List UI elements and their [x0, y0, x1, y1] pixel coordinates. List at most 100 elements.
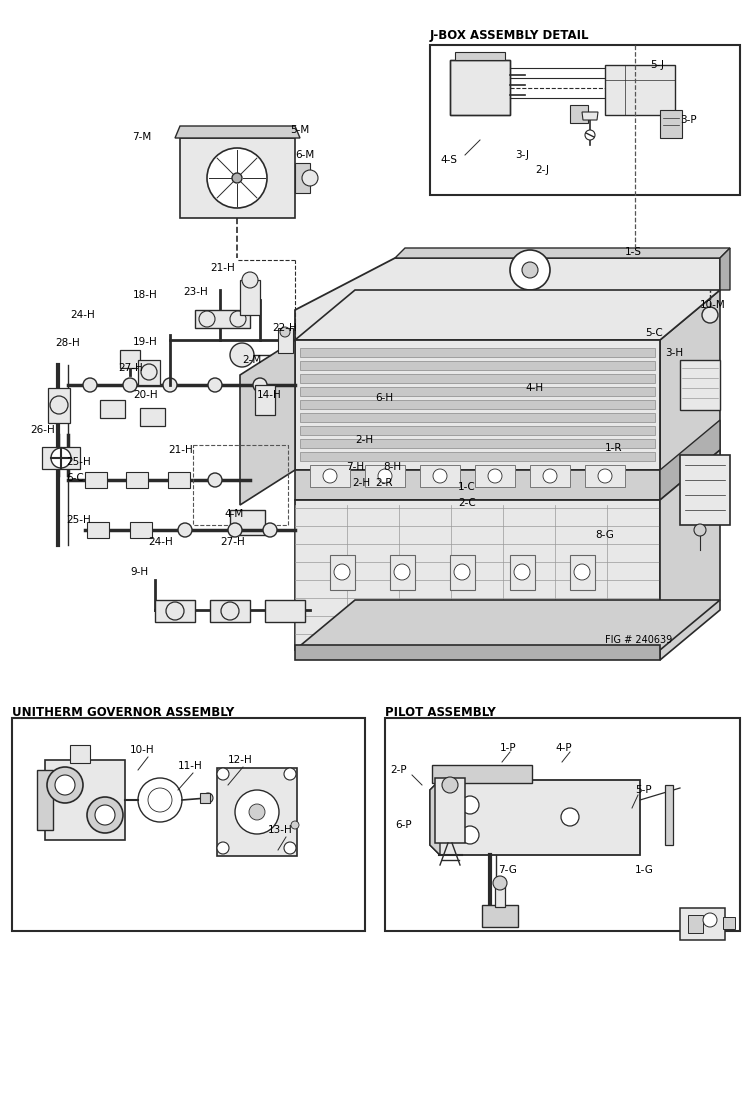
Circle shape — [47, 767, 83, 803]
Circle shape — [171, 473, 185, 487]
Bar — [495, 883, 505, 908]
Circle shape — [291, 821, 299, 829]
Bar — [295, 645, 660, 660]
Text: 5-J: 5-J — [650, 60, 664, 70]
Circle shape — [199, 311, 215, 327]
Circle shape — [263, 522, 277, 537]
Text: 23-H: 23-H — [183, 287, 208, 297]
Text: 2-H: 2-H — [355, 434, 373, 446]
Circle shape — [488, 469, 502, 483]
Circle shape — [88, 473, 102, 487]
Bar — [168, 472, 190, 488]
Circle shape — [493, 876, 507, 890]
Bar — [660, 110, 682, 138]
Circle shape — [217, 768, 229, 780]
Circle shape — [378, 469, 392, 483]
Bar — [570, 556, 595, 590]
Text: 12-H: 12-H — [228, 755, 253, 764]
Bar — [385, 718, 740, 931]
Text: 27-H: 27-H — [220, 537, 244, 547]
Text: 21-H: 21-H — [210, 263, 235, 273]
Bar — [300, 348, 655, 358]
Circle shape — [442, 777, 458, 793]
Bar — [680, 360, 720, 410]
Text: 2-H: 2-H — [352, 478, 370, 488]
Circle shape — [208, 473, 222, 487]
Text: 18-H: 18-H — [133, 290, 158, 300]
Text: 5-P: 5-P — [635, 785, 652, 795]
Text: 7-G: 7-G — [498, 865, 517, 874]
Bar — [300, 361, 655, 370]
Bar — [450, 60, 510, 116]
Circle shape — [280, 327, 290, 337]
Circle shape — [454, 564, 470, 580]
Polygon shape — [175, 126, 300, 138]
Circle shape — [433, 469, 447, 483]
Circle shape — [561, 808, 579, 826]
Bar — [475, 465, 515, 487]
Circle shape — [141, 364, 157, 380]
Circle shape — [235, 790, 279, 834]
Bar — [278, 328, 293, 353]
Polygon shape — [295, 258, 720, 340]
Text: 3-P: 3-P — [680, 116, 696, 125]
Bar — [37, 770, 53, 830]
Bar — [300, 400, 655, 409]
Text: 8-H: 8-H — [383, 462, 401, 472]
Polygon shape — [295, 600, 720, 650]
Bar — [680, 908, 725, 940]
Wedge shape — [475, 905, 525, 930]
Polygon shape — [660, 450, 720, 660]
Polygon shape — [395, 248, 730, 258]
Circle shape — [543, 469, 557, 483]
Text: 5-C: 5-C — [645, 328, 663, 338]
Text: 24-H: 24-H — [70, 310, 95, 320]
Text: 20-H: 20-H — [133, 390, 158, 400]
Circle shape — [221, 602, 239, 620]
Polygon shape — [295, 290, 720, 340]
Bar — [193, 446, 288, 525]
Circle shape — [166, 602, 184, 620]
Text: 8-G: 8-G — [595, 530, 614, 540]
Circle shape — [702, 307, 718, 323]
Polygon shape — [455, 52, 505, 60]
Circle shape — [178, 522, 192, 537]
Circle shape — [87, 798, 123, 833]
Bar — [300, 439, 655, 448]
Text: FIG # 240639: FIG # 240639 — [605, 635, 672, 645]
Text: 7-M: 7-M — [132, 132, 151, 142]
Bar — [723, 917, 735, 930]
Bar — [295, 470, 660, 500]
Text: 27-H: 27-H — [118, 363, 143, 373]
Bar — [300, 387, 655, 396]
Text: 6-C: 6-C — [66, 473, 83, 483]
Circle shape — [230, 311, 246, 327]
Text: 21-H: 21-H — [168, 446, 193, 455]
Bar — [432, 764, 532, 783]
Text: 2-J: 2-J — [535, 165, 549, 175]
Text: 6-P: 6-P — [395, 820, 411, 830]
Bar — [450, 556, 475, 590]
Circle shape — [133, 522, 147, 537]
Text: 14-H: 14-H — [257, 390, 282, 400]
Bar — [605, 65, 675, 116]
Circle shape — [323, 469, 337, 483]
Circle shape — [230, 343, 254, 367]
Text: 10-H: 10-H — [130, 745, 155, 755]
Bar — [295, 340, 660, 470]
Circle shape — [703, 913, 717, 927]
Text: 25-H: 25-H — [66, 456, 91, 468]
Text: 4-P: 4-P — [555, 742, 572, 754]
Circle shape — [598, 469, 612, 483]
Bar — [265, 600, 305, 621]
Bar — [310, 465, 350, 487]
Bar — [330, 556, 355, 590]
Circle shape — [148, 788, 172, 812]
Bar — [510, 556, 535, 590]
Bar — [195, 310, 250, 328]
Circle shape — [95, 805, 115, 825]
Polygon shape — [430, 780, 440, 855]
Bar — [85, 472, 107, 488]
Bar — [87, 522, 109, 538]
Circle shape — [208, 378, 222, 392]
